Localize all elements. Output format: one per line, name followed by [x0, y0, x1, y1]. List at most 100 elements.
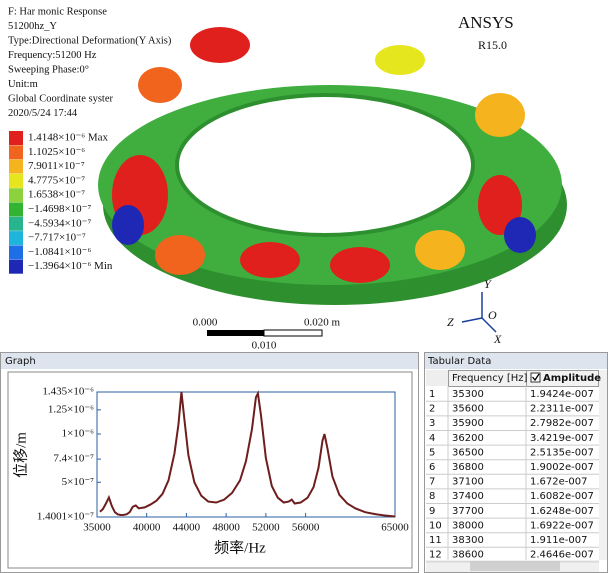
table-panel	[424, 352, 608, 573]
info-line: Unit:m	[8, 79, 38, 90]
scale-bar	[263, 329, 323, 337]
table-cell: 1.911e-007	[530, 535, 587, 546]
legend-swatch	[9, 131, 23, 145]
row-index: 10	[429, 520, 442, 531]
y-tick-label: 7.4×10⁻⁷	[53, 453, 94, 465]
legend-swatch	[9, 216, 23, 231]
x-tick-label: 56000	[292, 522, 320, 534]
table-cell: 1.9424e-007	[530, 389, 594, 400]
table-cell: 38300	[452, 535, 484, 546]
x-tick-label: 44000	[173, 522, 201, 534]
triad-label: X	[493, 332, 502, 346]
column-header	[526, 370, 599, 387]
triad-label: Y	[484, 277, 492, 291]
scale-label: 0.010	[252, 340, 277, 352]
row-index: 7	[429, 477, 435, 488]
table-cell: 36200	[452, 433, 484, 444]
row-index: 1	[429, 389, 435, 400]
version: R15.0	[478, 38, 507, 52]
panel-title: Graph	[5, 356, 36, 367]
table-cell: 37400	[452, 491, 484, 502]
table-cell: 1.9002e-007	[530, 462, 594, 473]
x-tick-label: 48000	[212, 522, 240, 534]
x-tick-label: 52000	[252, 522, 280, 534]
info-line: Sweeping Phase:0°	[8, 64, 89, 75]
table-cell: 2.5135e-007	[530, 447, 594, 458]
legend-label: 1.1025×10⁻⁶	[28, 146, 85, 158]
legend-swatch	[9, 231, 23, 246]
row-index: 4	[429, 433, 435, 444]
model-view	[98, 27, 567, 305]
table-cell: 1.6248e-007	[530, 506, 594, 517]
row-index: 6	[429, 462, 435, 473]
scrollbar[interactable]	[599, 370, 607, 560]
triad-label: Z	[447, 315, 454, 329]
checkmark	[532, 373, 540, 382]
table-cell: 38600	[452, 550, 484, 561]
legend-label: −7.717×10⁻⁷	[28, 232, 86, 244]
x-tick-label: 40000	[133, 522, 161, 534]
row-index: 9	[429, 506, 435, 517]
info-line: Type:Directional Deformation(Y Axis)	[8, 35, 172, 46]
legend-label: 1.6538×10⁻⁷	[28, 189, 85, 201]
y-tick-label: 1×10⁻⁶	[62, 428, 95, 440]
brand: ANSYS	[458, 13, 514, 32]
panel-header	[425, 353, 607, 369]
legend-label: −1.3964×10⁻⁶ Min	[28, 260, 113, 272]
legend-swatch	[9, 159, 23, 174]
legend-swatch	[9, 202, 23, 217]
x-tick-label: 35000	[83, 522, 111, 534]
y-tick-label: 1.25×10⁻⁶	[48, 403, 94, 415]
column-header: Frequency [Hz]	[452, 373, 528, 384]
y-tick-label: 1.435×10⁻⁶	[42, 386, 94, 398]
table-cell: 35300	[452, 389, 484, 400]
legend-label: −1.0841×10⁻⁶	[28, 246, 91, 258]
legend-label: 4.7775×10⁻⁷	[28, 174, 85, 186]
plot-frame	[96, 391, 396, 518]
table-cell: 1.6082e-007	[530, 491, 594, 502]
scale-label: 0.000	[193, 317, 218, 329]
legend-label: 1.4148×10⁻⁶ Max	[28, 132, 109, 144]
graph-frame	[7, 371, 413, 569]
y-tick-label: 5×10⁻⁷	[62, 476, 95, 488]
row-index: 2	[429, 404, 435, 415]
y-axis-label: 位移/m	[12, 432, 29, 478]
table-cell: 2.4646e-007	[530, 550, 594, 561]
legend-swatch	[9, 173, 23, 188]
row-index: 12	[429, 550, 442, 561]
scale-label: 0.020 m	[304, 317, 341, 329]
legend-label: −1.4698×10⁻⁷	[28, 203, 91, 215]
table-cell: 35600	[452, 404, 484, 415]
row-index: 8	[429, 491, 435, 502]
legend-label: −4.5934×10⁻⁷	[28, 217, 91, 229]
table-corner	[426, 370, 448, 386]
triad-label: O	[488, 308, 497, 322]
checkbox[interactable]	[530, 372, 541, 383]
table-cell: 37100	[452, 477, 484, 488]
table-cell: 1.672e-007	[530, 477, 587, 488]
legend-label: 7.9011×10⁻⁷	[28, 160, 85, 172]
table-cell: 2.2311e-007	[530, 404, 594, 415]
table-cell: 36500	[452, 447, 484, 458]
table-cell: 35900	[452, 418, 484, 429]
x-tick-label: 65000	[381, 522, 409, 534]
legend-swatch	[9, 188, 23, 203]
table-cell: 3.4219e-007	[530, 433, 594, 444]
row-index: 5	[429, 447, 435, 458]
axis-triad	[461, 292, 497, 333]
panel-title: Tabular Data	[427, 356, 491, 367]
scale-bar	[207, 330, 264, 336]
column-header: Amplitude	[543, 373, 601, 384]
scroll-thumb[interactable]	[470, 561, 560, 571]
table-cell: 37700	[452, 506, 484, 517]
info-line: 2020/5/24 17:44	[8, 108, 78, 119]
info-line: Global Coordinate syster	[8, 93, 113, 104]
legend-swatch	[9, 259, 23, 274]
row-index: 11	[429, 535, 442, 546]
info-line: Frequency:51200 Hz	[8, 50, 97, 61]
y-tick-label: 1.4001×10⁻⁷	[37, 511, 94, 523]
table-cell: 36800	[452, 462, 484, 473]
legend-swatch	[9, 145, 23, 160]
panel-header	[1, 353, 418, 369]
